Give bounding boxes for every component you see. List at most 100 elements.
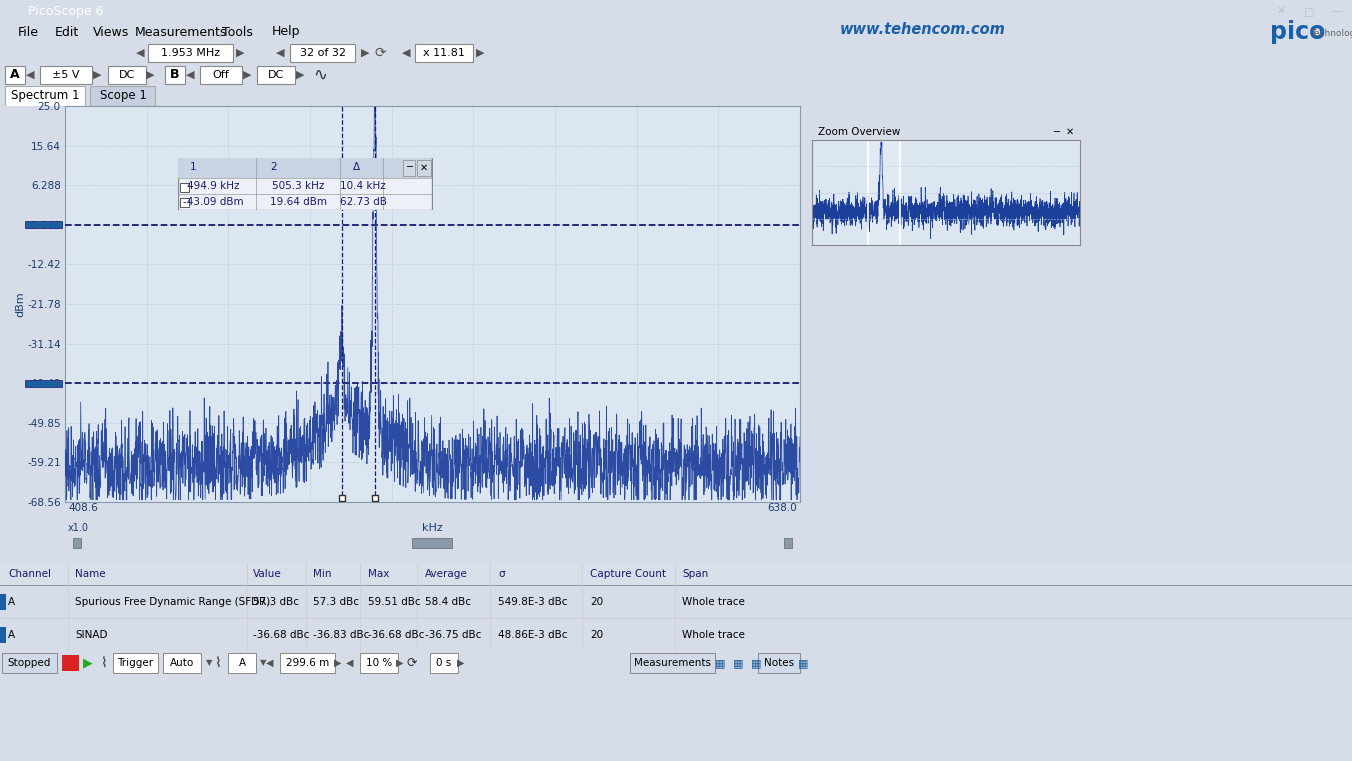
- Bar: [0, 563, 1352, 585]
- Text: Views: Views: [93, 26, 130, 39]
- Text: Auto: Auto: [170, 658, 195, 668]
- Text: 10.4 kHz: 10.4 kHz: [341, 180, 385, 190]
- Text: 494.9 kHz: 494.9 kHz: [187, 180, 239, 190]
- Text: ⟳: ⟳: [407, 657, 418, 670]
- Text: ▶: ▶: [396, 658, 404, 668]
- Text: 10 %: 10 %: [366, 658, 392, 668]
- Bar: [114, 653, 158, 673]
- Text: □: □: [1303, 6, 1314, 16]
- Bar: [108, 66, 146, 84]
- Text: Value: Value: [253, 569, 281, 579]
- Text: 299.6 m: 299.6 m: [285, 658, 329, 668]
- Text: 48.86E-3 dBc: 48.86E-3 dBc: [498, 630, 568, 640]
- Text: 57.3 dBc: 57.3 dBc: [253, 597, 299, 607]
- Text: Average: Average: [425, 569, 468, 579]
- Bar: [165, 66, 185, 84]
- Text: 19.64 dBm: 19.64 dBm: [269, 196, 326, 207]
- Text: x1.0: x1.0: [68, 523, 89, 533]
- Bar: [147, 44, 233, 62]
- Bar: [360, 653, 397, 673]
- Text: σ: σ: [498, 569, 504, 579]
- Text: ◀: ◀: [266, 658, 273, 668]
- Text: ◀: ◀: [276, 48, 284, 58]
- Bar: [412, 538, 452, 548]
- Text: Off: Off: [212, 70, 230, 80]
- Text: x 11.81: x 11.81: [423, 48, 465, 58]
- Text: ⌇: ⌇: [100, 656, 107, 670]
- Text: ◀: ◀: [185, 70, 195, 80]
- Text: Name: Name: [74, 569, 105, 579]
- Bar: [630, 653, 715, 673]
- Bar: [0, 594, 5, 610]
- Text: Spurious Free Dynamic Range (SFDR): Spurious Free Dynamic Range (SFDR): [74, 597, 270, 607]
- Text: DC: DC: [119, 70, 135, 80]
- Text: -36.75 dBc: -36.75 dBc: [425, 630, 481, 640]
- Text: DC: DC: [268, 70, 284, 80]
- Text: 549.8E-3 dBc: 549.8E-3 dBc: [498, 597, 568, 607]
- Text: kHz: kHz: [422, 523, 442, 533]
- Bar: [430, 653, 458, 673]
- Text: PicoScope 6: PicoScope 6: [28, 5, 104, 18]
- Bar: [280, 653, 335, 673]
- Text: -36.68 dBc: -36.68 dBc: [253, 630, 310, 640]
- Text: ▶: ▶: [334, 658, 342, 668]
- Text: Edit: Edit: [55, 26, 80, 39]
- Text: A: A: [11, 68, 20, 81]
- Text: SINAD: SINAD: [74, 630, 108, 640]
- Bar: [758, 653, 800, 673]
- Text: ✕: ✕: [1276, 6, 1286, 16]
- Bar: [5, 86, 85, 106]
- Text: 408.6: 408.6: [68, 503, 97, 513]
- Text: 1.953 MHz: 1.953 MHz: [161, 48, 220, 58]
- Text: www.tehencom.com: www.tehencom.com: [840, 21, 1006, 37]
- Text: ▶: ▶: [146, 70, 154, 80]
- Text: Zoom Overview: Zoom Overview: [818, 127, 900, 137]
- Bar: [1, 653, 57, 673]
- Text: ▶: ▶: [84, 657, 93, 670]
- Bar: [26, 380, 62, 387]
- Bar: [62, 655, 78, 671]
- Bar: [416, 160, 431, 177]
- Text: A: A: [8, 630, 15, 640]
- Text: ◀: ◀: [26, 70, 34, 80]
- Text: Whole trace: Whole trace: [681, 597, 745, 607]
- Bar: [180, 199, 189, 208]
- Bar: [41, 66, 92, 84]
- Text: Technology: Technology: [1310, 29, 1352, 38]
- Text: Min: Min: [314, 569, 331, 579]
- Text: 58.4 dBc: 58.4 dBc: [425, 597, 470, 607]
- Bar: [26, 221, 62, 228]
- Bar: [73, 538, 81, 548]
- Bar: [415, 44, 473, 62]
- Bar: [164, 653, 201, 673]
- Text: ∿: ∿: [314, 66, 327, 84]
- Text: Max: Max: [368, 569, 389, 579]
- Bar: [784, 538, 792, 548]
- Text: ▶: ▶: [476, 48, 484, 58]
- Text: ▶: ▶: [93, 70, 101, 80]
- Text: A: A: [8, 597, 15, 607]
- Bar: [200, 66, 242, 84]
- Text: ▶: ▶: [243, 70, 251, 80]
- Text: 1: 1: [191, 162, 196, 172]
- Text: pico: pico: [1270, 20, 1325, 44]
- Text: Help: Help: [272, 26, 300, 39]
- Text: ▼: ▼: [260, 658, 266, 667]
- Text: ✕: ✕: [420, 162, 429, 172]
- Text: Measurements: Measurements: [634, 658, 711, 668]
- Text: Span: Span: [681, 569, 708, 579]
- Bar: [403, 160, 415, 177]
- Text: Measurements: Measurements: [135, 26, 227, 39]
- Text: ✕: ✕: [1065, 127, 1073, 137]
- Bar: [289, 44, 356, 62]
- Text: Capture Count: Capture Count: [589, 569, 667, 579]
- Text: 20: 20: [589, 630, 603, 640]
- Text: ▼: ▼: [206, 658, 212, 667]
- Text: 505.3 kHz: 505.3 kHz: [272, 180, 324, 190]
- Text: Whole trace: Whole trace: [681, 630, 745, 640]
- Text: ▦: ▦: [750, 658, 761, 668]
- Bar: [5, 66, 24, 84]
- Text: ▦: ▦: [733, 658, 744, 668]
- Text: ▶: ▶: [361, 48, 369, 58]
- Text: A: A: [238, 658, 246, 668]
